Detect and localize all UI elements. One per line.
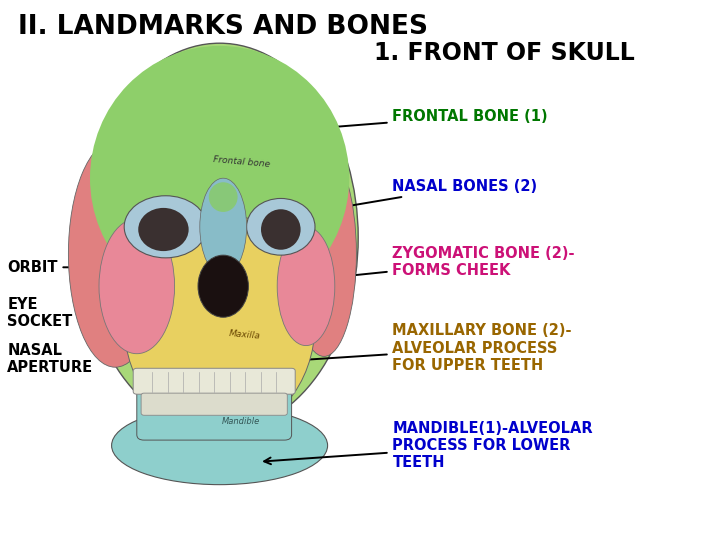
- Ellipse shape: [81, 43, 359, 432]
- Text: NASAL BONES (2): NASAL BONES (2): [246, 179, 538, 226]
- Ellipse shape: [124, 213, 315, 435]
- Ellipse shape: [90, 46, 349, 310]
- FancyBboxPatch shape: [133, 368, 295, 394]
- Ellipse shape: [199, 178, 246, 275]
- FancyBboxPatch shape: [137, 389, 292, 440]
- Text: Mandible: Mandible: [222, 417, 261, 426]
- Ellipse shape: [246, 198, 315, 255]
- Text: Frontal bone: Frontal bone: [212, 155, 270, 169]
- Ellipse shape: [277, 227, 335, 346]
- Text: II. LANDMARKS AND BONES: II. LANDMARKS AND BONES: [18, 14, 428, 39]
- Ellipse shape: [99, 219, 175, 354]
- Text: ZYGOMATIC BONE (2)-
FORMS CHEEK: ZYGOMATIC BONE (2)- FORMS CHEEK: [279, 246, 575, 286]
- Ellipse shape: [209, 183, 238, 212]
- Ellipse shape: [138, 208, 189, 251]
- Text: MAXILLARY BONE (2)-
ALVEOLAR PROCESS
FOR UPPER TEETH: MAXILLARY BONE (2)- ALVEOLAR PROCESS FOR…: [279, 323, 572, 373]
- Ellipse shape: [68, 140, 162, 367]
- Text: ORBIT: ORBIT: [7, 260, 128, 275]
- Ellipse shape: [292, 151, 356, 356]
- Ellipse shape: [112, 406, 328, 485]
- Text: Maxilla: Maxilla: [229, 329, 261, 341]
- Ellipse shape: [261, 209, 301, 249]
- Ellipse shape: [124, 195, 207, 258]
- Text: EYE
SOCKET: EYE SOCKET: [7, 294, 121, 329]
- Text: 1. FRONT OF SKULL: 1. FRONT OF SKULL: [374, 40, 635, 64]
- FancyBboxPatch shape: [141, 393, 287, 415]
- Ellipse shape: [198, 255, 248, 317]
- Text: FRONTAL BONE (1): FRONTAL BONE (1): [271, 109, 548, 134]
- Text: NASAL
APERTURE: NASAL APERTURE: [7, 340, 132, 375]
- Text: MANDIBLE(1)-ALVEOLAR
PROCESS FOR LOWER
TEETH: MANDIBLE(1)-ALVEOLAR PROCESS FOR LOWER T…: [264, 421, 593, 470]
